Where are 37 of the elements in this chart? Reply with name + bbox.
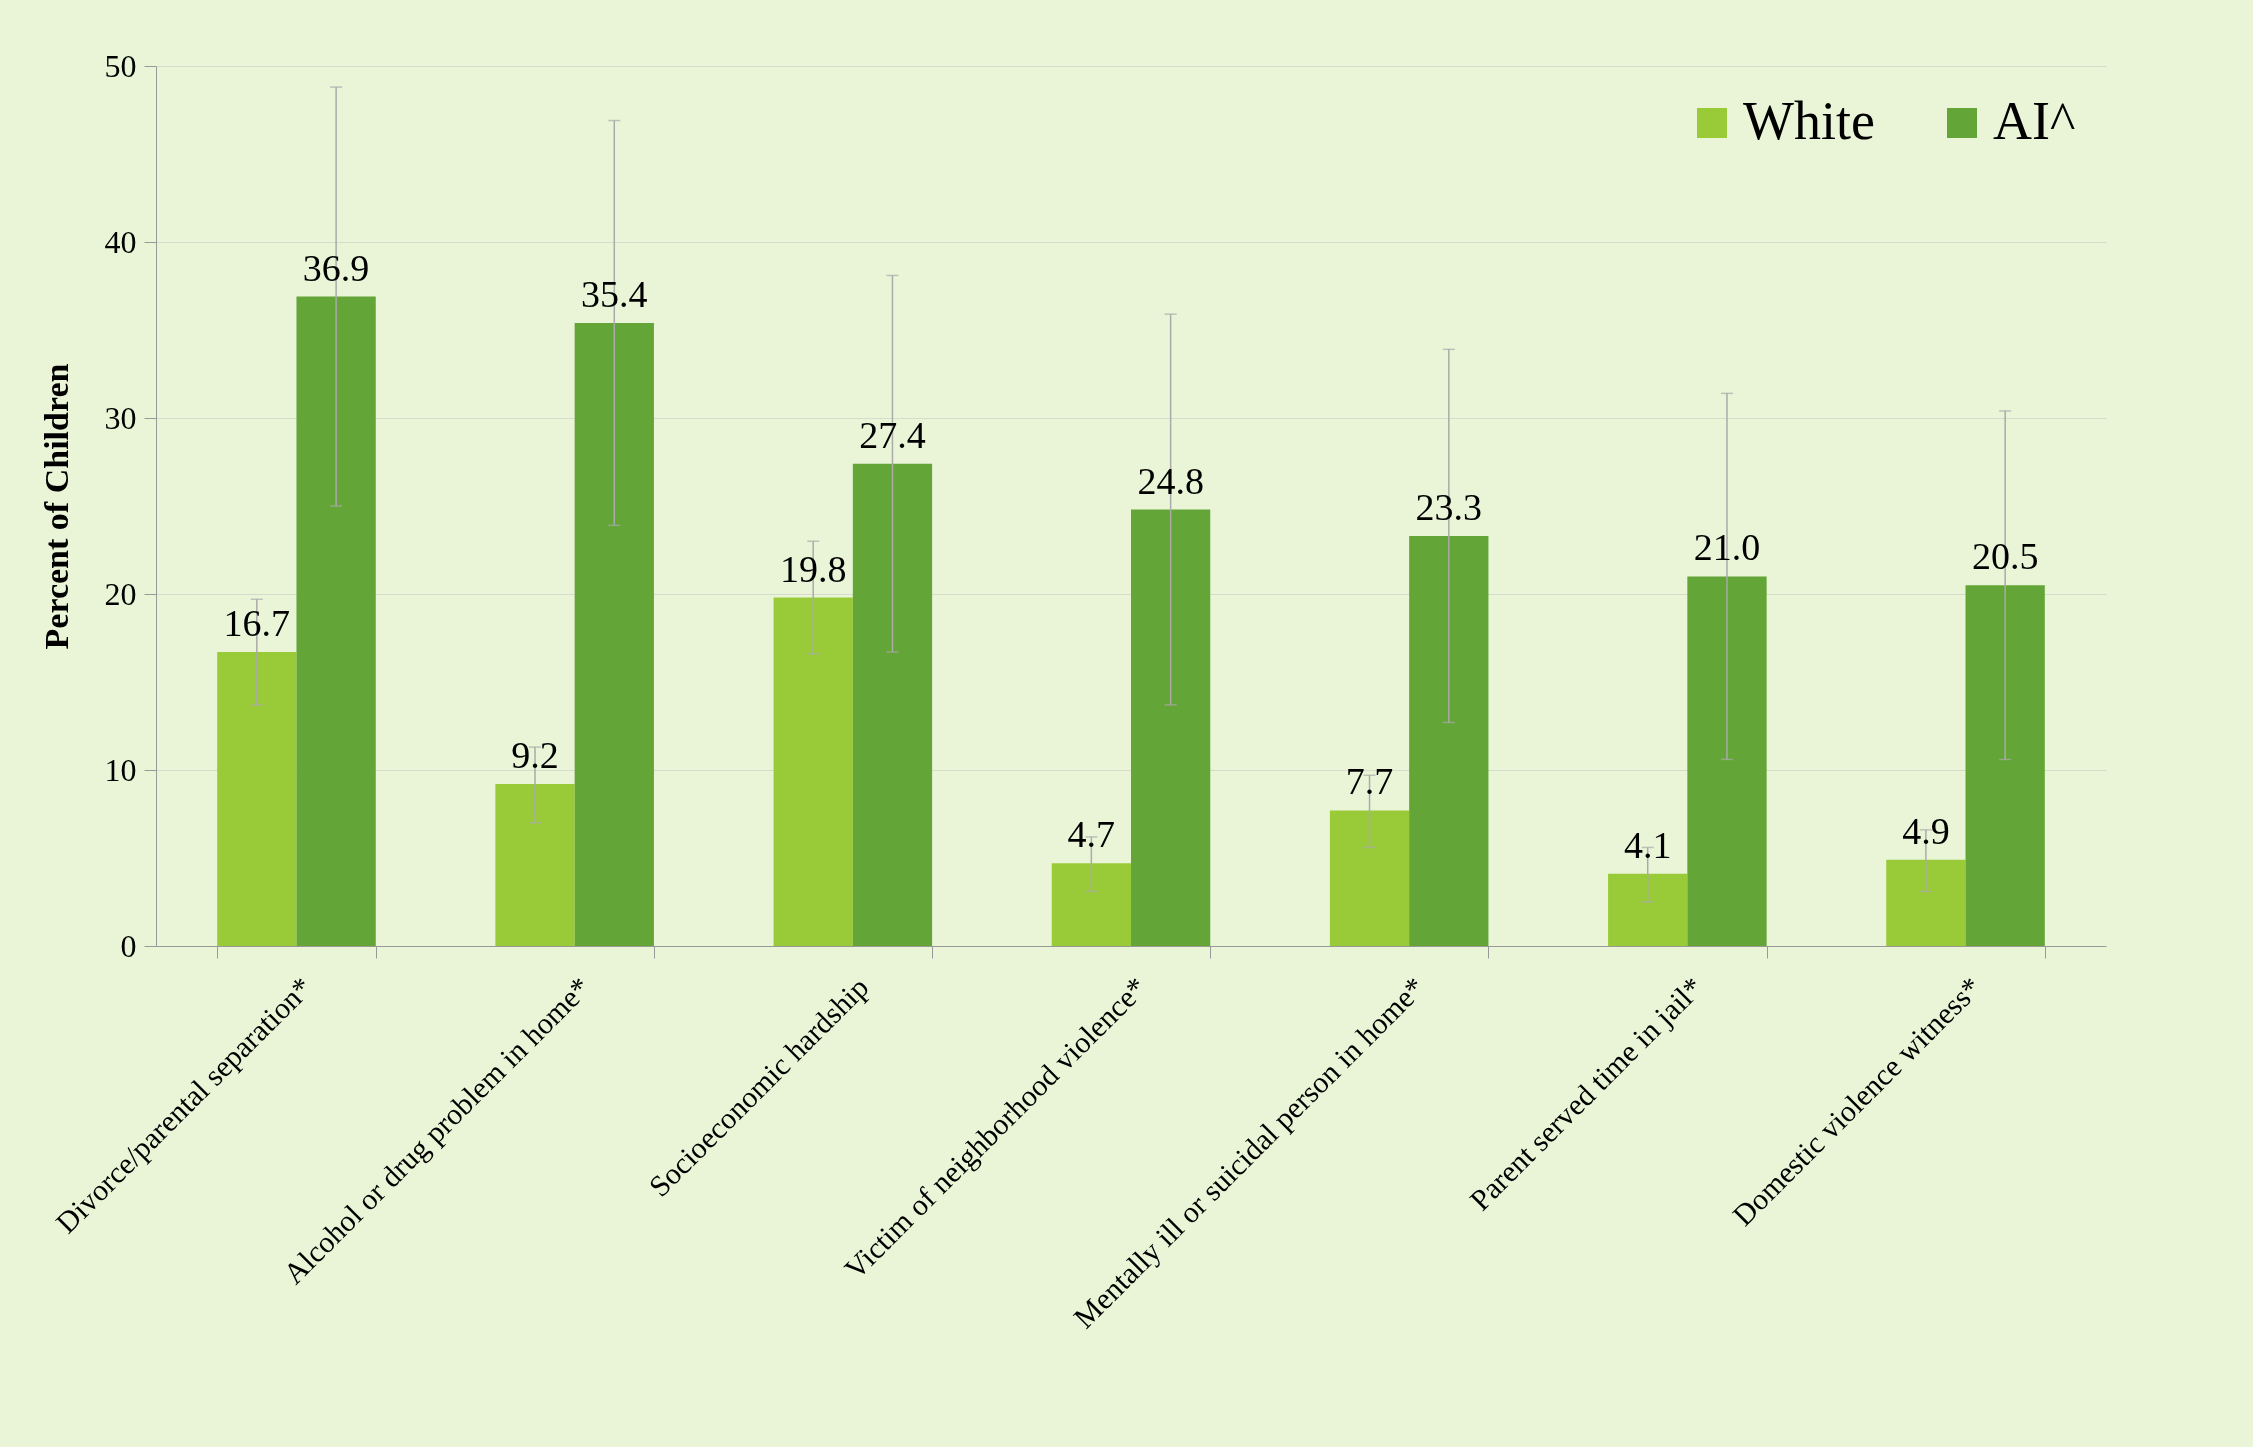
y-axis-title: Percent of Children — [37, 363, 75, 650]
data-label: 7.7 — [1345, 760, 1394, 803]
data-label: 4.9 — [1902, 809, 1950, 852]
bar — [852, 463, 933, 946]
y-tick-label: 20 — [104, 575, 137, 612]
data-label: 20.5 — [1971, 535, 2039, 578]
legend-label: AI^ — [1993, 91, 2076, 151]
bar — [1965, 585, 2045, 946]
bar — [1687, 576, 1767, 946]
bar — [1131, 509, 1211, 946]
y-tick-label: 0 — [120, 927, 137, 964]
y-tick-label: 10 — [104, 751, 137, 788]
bar — [217, 652, 297, 946]
legend-label: White — [1743, 91, 1875, 151]
data-label: 19.8 — [779, 547, 847, 590]
bar — [296, 296, 376, 946]
data-label: 35.4 — [581, 272, 648, 315]
data-label: 23.3 — [1415, 485, 1483, 528]
bar — [773, 597, 853, 946]
bar — [1051, 863, 1131, 946]
data-label: 36.9 — [302, 246, 370, 289]
bar — [574, 322, 654, 946]
bar — [1608, 873, 1688, 946]
data-label: 4.7 — [1067, 813, 1116, 856]
y-tick-label: 50 — [104, 47, 137, 84]
data-label: 9.2 — [511, 734, 559, 777]
bar — [1409, 535, 1489, 946]
y-tick-label: 30 — [104, 399, 137, 436]
y-tick-label: 40 — [104, 223, 137, 260]
data-label: 4.1 — [1623, 823, 1672, 866]
data-label: 21.0 — [1693, 526, 1761, 569]
bar — [495, 784, 575, 946]
data-label: 27.4 — [859, 413, 926, 456]
data-label: 16.7 — [223, 602, 291, 645]
bar — [1886, 859, 1966, 946]
data-label: 24.8 — [1137, 459, 1204, 502]
bar — [1329, 810, 1410, 946]
